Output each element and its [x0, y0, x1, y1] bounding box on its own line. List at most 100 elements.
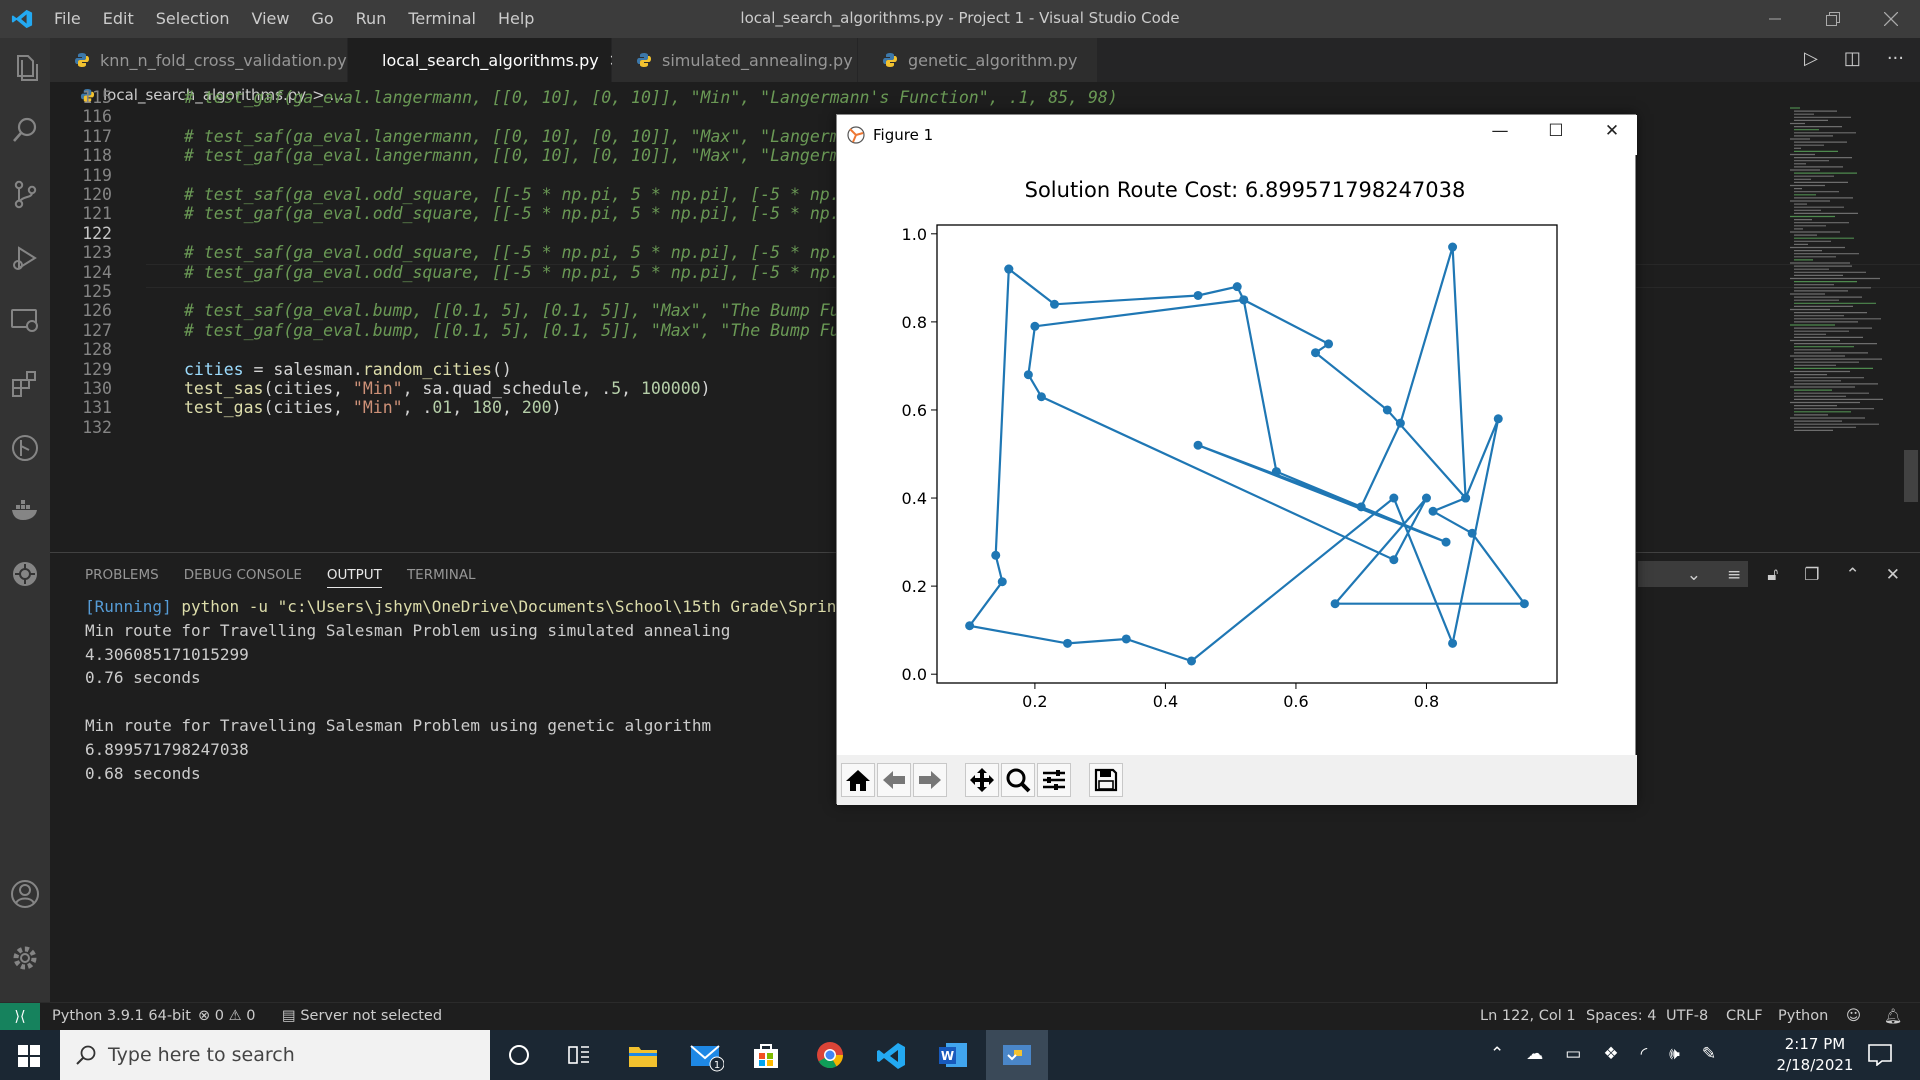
battery-icon[interactable]: ▭ [1565, 1044, 1582, 1064]
encoding[interactable]: UTF-8 [1666, 1008, 1709, 1024]
clear-output-icon[interactable]: ≡ [1726, 565, 1742, 585]
feedback-icon[interactable]: ☺ [1846, 1008, 1862, 1024]
taskbar-clock[interactable]: 2:17 PM 2/18/2021 [1760, 1034, 1870, 1076]
code-line[interactable]: 121 # test_gaf(ga_eval.odd_square, [[-5 *… [50, 204, 1850, 228]
tab-knn-n-fold[interactable]: knn_n_fold_cross_validation.py [50, 38, 348, 82]
code-line[interactable]: 128 [50, 340, 1850, 364]
maximize-panel-icon[interactable]: ⌃ [1845, 565, 1860, 585]
code-line[interactable]: 117 # test_saf(ga_eval.langermann, [[0, 1… [50, 127, 1850, 151]
onedrive-icon[interactable]: ☁ [1526, 1044, 1544, 1064]
end-of-line[interactable]: CRLF [1726, 1008, 1763, 1024]
tab-output[interactable]: OUTPUT [326, 567, 382, 588]
output-log[interactable]: [Running] python -u "c:\Users\jshym\OneD… [85, 595, 836, 785]
python-figure-taskbar-button[interactable] [986, 1030, 1048, 1080]
code-line[interactable]: 120 # test_saf(ga_eval.odd_square, [[-5 *… [50, 185, 1850, 209]
close-window-button[interactable] [1862, 0, 1920, 38]
back-button[interactable] [877, 763, 911, 797]
taskbar-search-box[interactable]: Type here to search [60, 1030, 490, 1080]
menu-go[interactable]: Go [311, 9, 334, 28]
code-line[interactable]: 123 # test_saf(ga_eval.odd_square, [[-5 *… [50, 243, 1850, 267]
python-interpreter[interactable]: Python 3.9.1 64-bit [52, 1008, 191, 1024]
language-mode[interactable]: Python [1778, 1008, 1829, 1024]
pan-button[interactable] [965, 763, 999, 797]
minimap[interactable] [1786, 106, 1896, 436]
task-view-icon[interactable] [568, 1044, 590, 1066]
code-line[interactable]: 116 [50, 107, 1850, 131]
wifi-icon[interactable]: ◜ [1640, 1044, 1648, 1064]
remote-explorer-icon[interactable] [9, 304, 41, 336]
docker-icon[interactable] [9, 494, 41, 526]
close-panel-icon[interactable]: ✕ [1885, 565, 1900, 585]
run-file-icon[interactable]: ▷ [1803, 48, 1818, 69]
code-line[interactable]: 119 [50, 166, 1850, 190]
jupyter-server[interactable]: ▤ Server not selected [282, 1008, 442, 1024]
breadcrumb-file[interactable]: local_search_algorithms.py [103, 86, 307, 104]
git-graph-icon[interactable] [9, 432, 41, 464]
source-control-icon[interactable] [9, 178, 41, 210]
tab-debug-console[interactable]: DEBUG CONSOLE [183, 567, 302, 583]
notifications-bell-icon[interactable]: 🔔︎ [1884, 1009, 1903, 1025]
code-line[interactable]: 126 # test_saf(ga_eval.bump, [[0.1, 5], [… [50, 301, 1850, 325]
output-channel-select[interactable] [1638, 561, 1748, 587]
tab-simulated-annealing[interactable]: simulated_annealing.py [612, 38, 858, 82]
lock-scroll-icon[interactable]: 🔓︎ [1767, 565, 1779, 585]
editor-scrollbar[interactable] [1904, 450, 1918, 502]
figure-canvas[interactable]: Solution Route Cost: 6.899571798247038 0… [837, 155, 1637, 755]
menu-help[interactable]: Help [497, 9, 535, 28]
menu-run[interactable]: Run [355, 9, 387, 28]
cortana-icon[interactable] [508, 1044, 530, 1066]
mail-icon[interactable]: 1 [690, 1042, 724, 1072]
home-button[interactable] [841, 763, 875, 797]
dropdown-chevron-icon[interactable]: ⌄ [1686, 565, 1701, 585]
extensions-icon[interactable] [9, 368, 41, 400]
settings-gear-icon[interactable] [9, 942, 41, 974]
code-line[interactable]: 131 test_gas(cities, "Min", .01, 180, 200… [50, 398, 1850, 422]
tab-genetic-algorithm[interactable]: genetic_algorithm.py [858, 38, 1098, 82]
indentation[interactable]: Spaces: 4 [1586, 1008, 1657, 1024]
pen-icon[interactable]: ✎ [1701, 1044, 1717, 1064]
explorer-icon[interactable] [9, 52, 41, 84]
remote-indicator[interactable]: ⟩⟨ [0, 1003, 40, 1031]
problems-indicator[interactable]: ⊗ 0 ⚠ 0 [198, 1008, 255, 1024]
code-line[interactable]: 118 # test_gaf(ga_eval.langermann, [[0, 1… [50, 146, 1850, 170]
search-icon[interactable] [9, 114, 41, 146]
menu-edit[interactable]: Edit [102, 9, 134, 28]
word-icon[interactable]: W [938, 1041, 968, 1069]
store-icon[interactable] [752, 1041, 780, 1069]
code-line[interactable]: 125 [50, 282, 1850, 306]
chrome-icon[interactable] [816, 1041, 844, 1069]
open-log-icon[interactable]: ❐ [1804, 565, 1820, 585]
menu-view[interactable]: View [251, 9, 290, 28]
menu-selection[interactable]: Selection [155, 9, 230, 28]
figure-minimize-button[interactable]: — [1491, 121, 1509, 141]
minimize-button[interactable] [1746, 0, 1804, 38]
restore-button[interactable] [1804, 0, 1862, 38]
save-figure-button[interactable] [1089, 763, 1123, 797]
kubernetes-icon[interactable] [9, 558, 41, 590]
action-center-icon[interactable] [1868, 1044, 1892, 1066]
split-editor-icon[interactable]: ◫ [1843, 48, 1861, 69]
tab-terminal[interactable]: TERMINAL [406, 567, 476, 583]
configure-subplots-button[interactable] [1037, 763, 1071, 797]
figure-maximize-button[interactable]: ☐ [1548, 121, 1564, 141]
volume-icon[interactable]: 🕪︎ [1669, 1044, 1680, 1064]
tab-local-search-algorithms[interactable]: local_search_algorithms.py ✕ [348, 38, 622, 82]
breadcrumb-rest[interactable]: > ... [312, 86, 344, 104]
run-debug-icon[interactable] [9, 242, 41, 274]
menu-terminal[interactable]: Terminal [408, 9, 476, 28]
code-line[interactable]: 132 [50, 418, 1850, 442]
figure-close-button[interactable]: ✕ [1604, 121, 1620, 141]
menu-file[interactable]: File [54, 9, 81, 28]
tab-problems[interactable]: PROBLEMS [85, 567, 159, 583]
cursor-position[interactable]: Ln 122, Col 1 [1480, 1008, 1576, 1024]
more-actions-icon[interactable]: ··· [1886, 48, 1904, 69]
account-icon[interactable] [9, 878, 41, 910]
forward-button[interactable] [913, 763, 947, 797]
zoom-button[interactable] [1001, 763, 1035, 797]
code-line[interactable]: 122 [50, 224, 1850, 248]
code-line[interactable]: 130 test_sas(cities, "Min", sa.quad_sched… [50, 379, 1850, 403]
vscode-taskbar-icon[interactable] [876, 1041, 906, 1071]
code-line[interactable]: 129 cities = salesman.random_cities() [50, 360, 1850, 384]
code-line[interactable]: 115 # test_gaf(ga_eval.langermann, [[0, 1… [50, 88, 1850, 112]
chevron-up-icon[interactable]: ⌃ [1490, 1044, 1505, 1064]
